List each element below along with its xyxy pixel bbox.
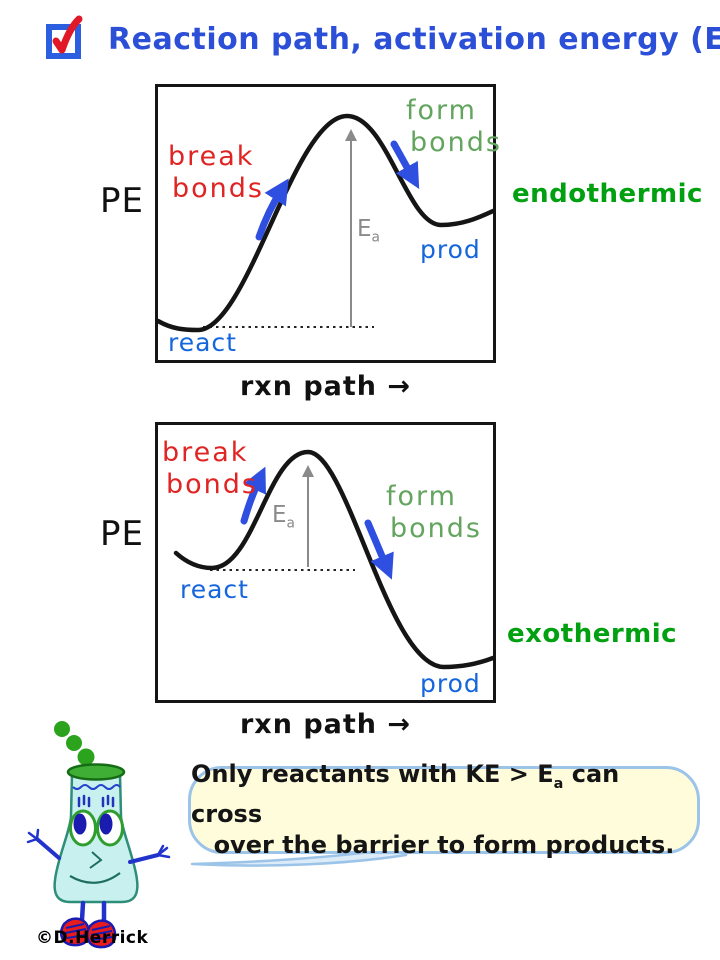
legs <box>79 900 107 923</box>
flask-mascot <box>26 721 171 949</box>
products-label: prod <box>420 235 481 264</box>
reaction-curve <box>173 449 493 670</box>
products-label: prod <box>420 669 481 698</box>
reaction-curve <box>158 113 493 333</box>
mouth <box>69 872 121 884</box>
bubble-text-line2: over the barrier to form products. <box>213 831 675 860</box>
shoes <box>60 917 117 949</box>
page-title: Reaction path, activation energy (Ea) <box>108 24 720 61</box>
break-bonds-label-line2: bonds <box>172 173 264 204</box>
pe-axis-label-1: PE <box>100 181 144 221</box>
break-bonds-label-line2: bonds <box>166 469 258 500</box>
reactants-label: react <box>168 328 237 357</box>
form-bonds-label-line2: bonds <box>410 127 502 158</box>
bubble-text-line1: Only reactants with KE > Ea can cross <box>191 759 620 829</box>
endothermic-curve-plot <box>158 113 493 333</box>
eyelashes <box>77 794 115 808</box>
endothermic-label: endothermic <box>512 179 703 209</box>
form-bonds-label-line1: form <box>386 481 457 512</box>
flask-body <box>53 772 139 904</box>
arms <box>35 837 160 864</box>
break-bonds-arrow <box>255 178 289 241</box>
flask-rim <box>66 763 126 781</box>
activation-energy-label: Ea <box>272 502 296 532</box>
exothermic-label: exothermic <box>507 619 678 649</box>
copyright-credit: ©D.Herrick <box>36 928 149 948</box>
break-bonds-arrow <box>240 466 266 525</box>
break-bonds-label-line1: break <box>162 437 249 468</box>
rxn-path-axis-label-1: rxn path → <box>239 371 412 402</box>
checked-checkbox-icon <box>46 15 83 59</box>
bubbles-icon <box>54 721 95 766</box>
energy-diagram-exothermic: break bonds form bonds Ea react prod <box>155 422 496 703</box>
liquid-line <box>72 784 121 790</box>
activation-energy-label: Ea <box>357 216 381 246</box>
break-bonds-label-line1: break <box>168 141 255 172</box>
form-bonds-arrow <box>390 140 420 189</box>
hands <box>26 828 171 859</box>
speech-bubble: Only reactants with KE > Ea can cross ov… <box>188 760 700 859</box>
speech-bubble-tail <box>190 845 410 867</box>
rxn-path-axis-label-2: rxn path → <box>239 709 412 740</box>
form-bonds-arrow <box>364 519 394 580</box>
reactants-label: react <box>180 575 249 604</box>
pe-axis-label-2: PE <box>100 514 144 554</box>
form-bonds-label-line1: form <box>406 95 477 126</box>
exothermic-curve-plot <box>173 449 493 670</box>
energy-diagram-endothermic: break bonds form bonds Ea react prod <box>155 84 500 363</box>
form-bonds-label-line2: bonds <box>390 513 482 544</box>
nose <box>89 851 103 869</box>
eyes <box>69 809 124 847</box>
title-text: Reaction path, activation energy (E <box>108 22 720 57</box>
